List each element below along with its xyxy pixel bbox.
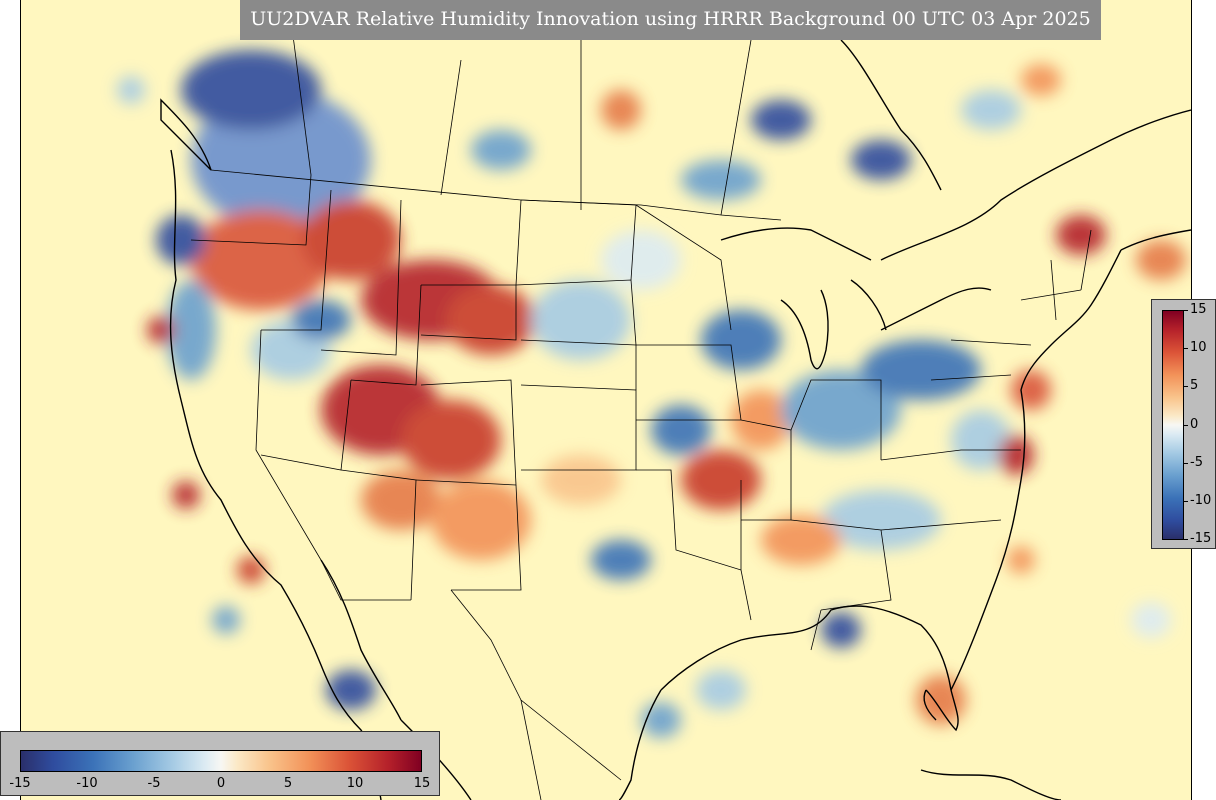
horizontal-colorbar-tick: 0 bbox=[216, 776, 226, 791]
horizontal-colorbar-tick: 10 bbox=[346, 776, 364, 791]
horizontal-colorbar-tick: 15 bbox=[413, 776, 431, 791]
vertical-colorbar-tick: 5 bbox=[1182, 378, 1199, 393]
map-title: UU2DVAR Relative Humidity Innovation usi… bbox=[240, 0, 1101, 40]
vertical-colorbar-tick: -10 bbox=[1182, 493, 1212, 508]
horizontal-colorbar-tick: -10 bbox=[76, 776, 98, 791]
vertical-colorbar: 15 10 5 0 -5 -10 -15 bbox=[1151, 299, 1216, 549]
horizontal-colorbar: -15 -10 -5 0 5 10 15 bbox=[0, 731, 440, 796]
vertical-colorbar-gradient bbox=[1162, 310, 1184, 540]
horizontal-colorbar-gradient bbox=[20, 750, 422, 772]
vertical-colorbar-tick: -5 bbox=[1183, 455, 1203, 470]
coastline-lines bbox=[160, 39, 1191, 800]
vertical-colorbar-tick: 10 bbox=[1183, 340, 1207, 355]
horizontal-colorbar-tick: -15 bbox=[9, 776, 31, 791]
state-borders bbox=[190, 19, 1092, 800]
vertical-colorbar-tick: -15 bbox=[1182, 531, 1212, 546]
map-panel[interactable] bbox=[20, 0, 1192, 800]
horizontal-colorbar-tick: 5 bbox=[283, 776, 293, 791]
vertical-colorbar-tick: 15 bbox=[1183, 302, 1207, 317]
vertical-colorbar-tick: 0 bbox=[1182, 417, 1199, 432]
map-canvas bbox=[21, 0, 1191, 800]
horizontal-colorbar-tick: -5 bbox=[147, 776, 161, 791]
